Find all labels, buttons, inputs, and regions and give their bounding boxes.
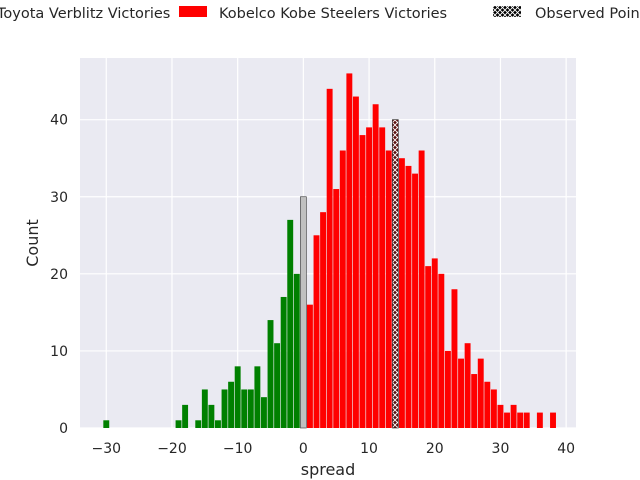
bar-toyota-verblitz-victories [287,219,294,428]
legend-label-toyota: Toyota Verblitz Victories [0,6,170,22]
x-tick-label: −30 [92,441,122,457]
bar-kobelco-kobe-steelers-victories [431,258,438,428]
bar-toyota-verblitz-victories [280,296,287,428]
bar-kobelco-kobe-steelers-victories [385,150,392,428]
bar-kobelco-kobe-steelers-victories [444,350,451,428]
bar-kobelco-kobe-steelers-victories [412,173,419,428]
bar-kobelco-kobe-steelers-victories [536,412,543,428]
bar-toyota-verblitz-victories [103,420,110,428]
bar-toyota-verblitz-victories [208,404,215,428]
bar-hatch-observed-point-spread [392,119,399,429]
x-tick-label: −20 [157,441,187,457]
bar-kobelco-kobe-steelers-victories [405,165,412,428]
bar-kobelco-kobe-steelers-victories [490,389,497,428]
bar-kobelco-kobe-steelers-victories [464,343,471,428]
bar-kobelco-kobe-steelers-victories [418,150,425,428]
y-tick-label: 40 [50,113,68,129]
y-tick-label: 20 [50,267,68,283]
bar-kobelco-kobe-steelers-victories [398,158,405,429]
bar-toyota-verblitz-victories [175,420,182,428]
y-tick-label: 30 [50,190,68,206]
x-axis-label: spread [301,460,356,479]
bar-toyota-verblitz-victories [234,366,241,428]
bar-toyota-verblitz-victories [221,389,228,428]
x-tick-label: −10 [223,441,253,457]
bar-kobelco-kobe-steelers-victories [497,404,504,428]
x-tick-label: 20 [426,441,444,457]
bar-tie [300,196,307,428]
bar-toyota-verblitz-victories [182,404,189,428]
bar-kobelco-kobe-steelers-victories [425,266,432,428]
bar-toyota-verblitz-victories [247,389,254,428]
bar-kobelco-kobe-steelers-victories [379,127,386,428]
legend-swatch-observed-hatch [493,6,521,17]
bar-toyota-verblitz-victories [241,389,248,428]
x-tick-label: 10 [360,441,378,457]
y-tick-label: 10 [50,344,68,360]
bar-kobelco-kobe-steelers-victories [504,412,510,428]
bar-kobelco-kobe-steelers-victories [306,304,313,428]
bar-kobelco-kobe-steelers-victories [352,96,359,429]
bar-kobelco-kobe-steelers-victories [510,404,517,428]
bar-kobelco-kobe-steelers-victories [339,150,346,428]
legend-swatch-kobelco [179,6,207,17]
bar-toyota-verblitz-victories [254,366,261,428]
bar-toyota-verblitz-victories [274,343,281,428]
bar-kobelco-kobe-steelers-victories [366,127,373,428]
legend-label-observed: Observed Point Spread [535,6,640,22]
bar-outline-tie [300,196,307,429]
bar-toyota-verblitz-victories [215,420,221,428]
bar-kobelco-kobe-steelers-victories [523,412,530,428]
bar-kobelco-kobe-steelers-victories [438,273,445,428]
bar-kobelco-kobe-steelers-victories [346,73,353,429]
bar-kobelco-kobe-steelers-victories [320,212,327,428]
x-tick-label: 30 [492,441,510,457]
y-axis-label: Count [23,219,42,267]
bar-kobelco-kobe-steelers-victories [451,289,458,428]
bar-toyota-verblitz-victories [293,273,300,428]
bar-kobelco-kobe-steelers-victories [477,358,484,428]
bar-kobelco-kobe-steelers-victories [326,88,333,428]
bar-kobelco-kobe-steelers-victories [359,135,366,429]
x-tick-label: 40 [557,441,575,457]
y-tick-label: 0 [59,421,68,437]
bar-toyota-verblitz-victories [201,389,208,428]
x-tick-label: 0 [299,441,308,457]
legend-label-kobelco: Kobelco Kobe Steelers Victories [219,6,447,22]
bar-toyota-verblitz-victories [195,420,202,428]
bar-kobelco-kobe-steelers-victories [458,358,464,428]
bar-kobelco-kobe-steelers-victories [372,104,379,428]
bar-kobelco-kobe-steelers-victories [333,189,340,428]
bar-kobelco-kobe-steelers-victories [517,412,524,428]
y-tick-labels: 0 10 20 30 40 [50,113,68,437]
bar-kobelco-kobe-steelers-victories [471,374,478,428]
bar-kobelco-kobe-steelers-victories [484,381,491,428]
legend: Toyota Verblitz Victories Kobelco Kobe S… [0,6,640,22]
x-tick-labels: −30 −20 −10 0 10 20 30 40 [92,441,576,457]
bar-toyota-verblitz-victories [260,397,267,428]
bars-group [103,73,556,429]
bar-toyota-verblitz-victories [228,381,235,428]
bar-kobelco-kobe-steelers-victories [550,412,556,428]
bar-kobelco-kobe-steelers-victories [313,235,320,428]
bar-toyota-verblitz-victories [267,320,274,428]
